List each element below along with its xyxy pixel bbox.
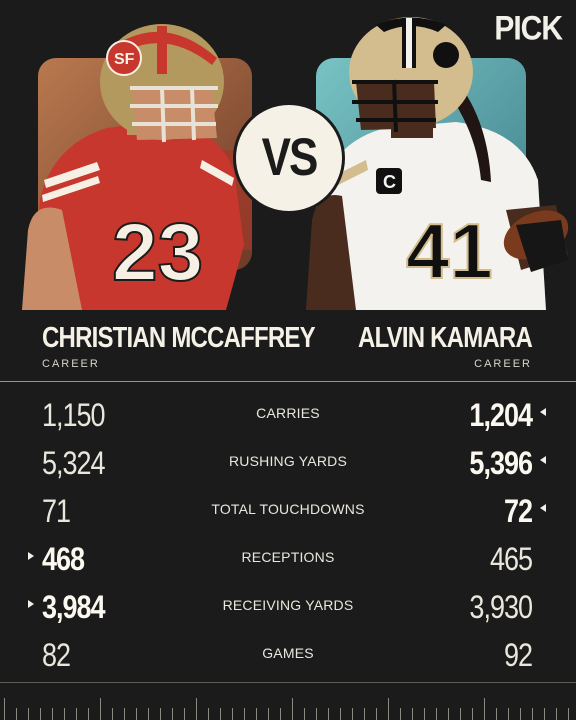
- ruler-tick: [64, 708, 65, 720]
- winner-arrow-icon: [540, 456, 546, 464]
- stat-row: 1,150 CARRIES 1,204: [0, 397, 576, 445]
- ruler-tick: [16, 708, 17, 720]
- ruler-tick: [484, 698, 485, 720]
- ruler-tick: [172, 708, 173, 720]
- mccaffrey-illustration: 23 SF: [22, 24, 252, 310]
- stat-right-value: 465: [489, 541, 533, 577]
- svg-text:C: C: [383, 172, 396, 192]
- ruler-tick: [256, 708, 257, 720]
- ruler-tick: [352, 708, 353, 720]
- ruler-tick: [184, 708, 185, 720]
- winner-arrow-icon: [28, 600, 34, 608]
- left-player-subtitle: CAREER: [42, 358, 100, 370]
- ruler-tick: [376, 708, 377, 720]
- ruler-tick: [232, 708, 233, 720]
- stat-right-value: 5,396: [469, 445, 533, 481]
- ruler-tick: [364, 708, 365, 720]
- ruler-tick: [100, 698, 101, 720]
- winner-arrow-icon: [28, 552, 34, 560]
- right-player-header: ALVIN KAMARA CAREER: [358, 322, 533, 370]
- stat-right-value: 1,204: [469, 397, 533, 433]
- ruler-tick: [532, 708, 533, 720]
- decorative-ruler: [0, 680, 576, 720]
- right-player-name: ALVIN KAMARA: [358, 322, 533, 354]
- ruler-tick: [400, 708, 401, 720]
- kamara-illustration: 41 C: [306, 17, 569, 310]
- ruler-tick: [448, 708, 449, 720]
- stat-left-value: 3,984: [42, 589, 106, 625]
- stat-label: RECEIVING YARDS: [222, 597, 354, 613]
- winner-arrow-icon: [540, 504, 546, 512]
- ruler-tick: [424, 708, 425, 720]
- stat-left-value: 71: [42, 493, 71, 529]
- stat-row: 71 TOTAL TOUCHDOWNS 72: [0, 493, 576, 541]
- kamara-photo: 41 C: [306, 10, 576, 310]
- ruler-tick: [460, 708, 461, 720]
- stat-label: RECEPTIONS: [241, 549, 335, 565]
- right-player-subtitle: CAREER: [474, 358, 532, 370]
- ruler-tick: [52, 708, 53, 720]
- left-player-name: CHRISTIAN MCCAFFREY: [42, 322, 316, 354]
- ruler-tick: [568, 708, 569, 720]
- ruler-tick: [316, 708, 317, 720]
- stat-left-value: 468: [42, 541, 85, 577]
- ruler-tick: [472, 708, 473, 720]
- winner-arrow-icon: [540, 408, 546, 416]
- ruler-line: [0, 682, 576, 683]
- stat-left-value: 1,150: [42, 397, 106, 433]
- ruler-tick: [280, 708, 281, 720]
- header-divider: [0, 381, 576, 382]
- stat-right-value: 72: [503, 493, 533, 529]
- left-player-header: CHRISTIAN MCCAFFREY CAREER: [42, 322, 316, 370]
- ruler-tick: [388, 698, 389, 720]
- ruler-tick: [76, 708, 77, 720]
- vs-badge: VS: [236, 105, 342, 211]
- stat-label: GAMES: [262, 645, 314, 661]
- stat-row: 468 RECEPTIONS 465: [0, 541, 576, 589]
- ruler-tick: [4, 698, 5, 720]
- ruler-tick: [208, 708, 209, 720]
- mccaffrey-jersey-number: 23: [112, 207, 203, 298]
- ruler-tick: [544, 708, 545, 720]
- stat-label: TOTAL TOUCHDOWNS: [211, 501, 365, 517]
- stat-label: CARRIES: [256, 405, 320, 421]
- stat-right-value: 92: [503, 637, 533, 673]
- ruler-tick: [328, 708, 329, 720]
- stat-left-value: 82: [42, 637, 71, 673]
- ruler-tick: [40, 708, 41, 720]
- ruler-tick: [412, 708, 413, 720]
- stat-left-value: 5,324: [42, 445, 106, 481]
- svg-text:SF: SF: [114, 51, 135, 68]
- ruler-tick: [436, 708, 437, 720]
- ruler-tick: [124, 708, 125, 720]
- ruler-tick: [520, 708, 521, 720]
- ruler-tick: [220, 708, 221, 720]
- ruler-tick: [160, 708, 161, 720]
- kamara-jersey-number: 41: [406, 207, 493, 295]
- mccaffrey-photo: 23 SF: [12, 10, 262, 310]
- ruler-tick: [112, 708, 113, 720]
- ruler-tick: [148, 708, 149, 720]
- stat-right-value: 3,930: [469, 589, 533, 625]
- ruler-tick: [304, 708, 305, 720]
- ruler-tick: [244, 708, 245, 720]
- ruler-tick: [28, 708, 29, 720]
- ruler-tick: [196, 698, 197, 720]
- stat-row: 3,984 RECEIVING YARDS 3,930: [0, 589, 576, 637]
- stat-row: 82 GAMES 92: [0, 637, 576, 685]
- ruler-tick: [496, 708, 497, 720]
- ruler-tick: [292, 698, 293, 720]
- ruler-tick: [136, 708, 137, 720]
- ruler-tick: [268, 708, 269, 720]
- stat-row: 5,324 RUSHING YARDS 5,396: [0, 445, 576, 493]
- ruler-tick: [508, 708, 509, 720]
- ruler-tick: [340, 708, 341, 720]
- pick-logo: PICK: [494, 9, 563, 48]
- ruler-tick: [556, 708, 557, 720]
- stat-label: RUSHING YARDS: [229, 453, 347, 469]
- ruler-tick: [88, 708, 89, 720]
- vs-label: VS: [261, 128, 319, 187]
